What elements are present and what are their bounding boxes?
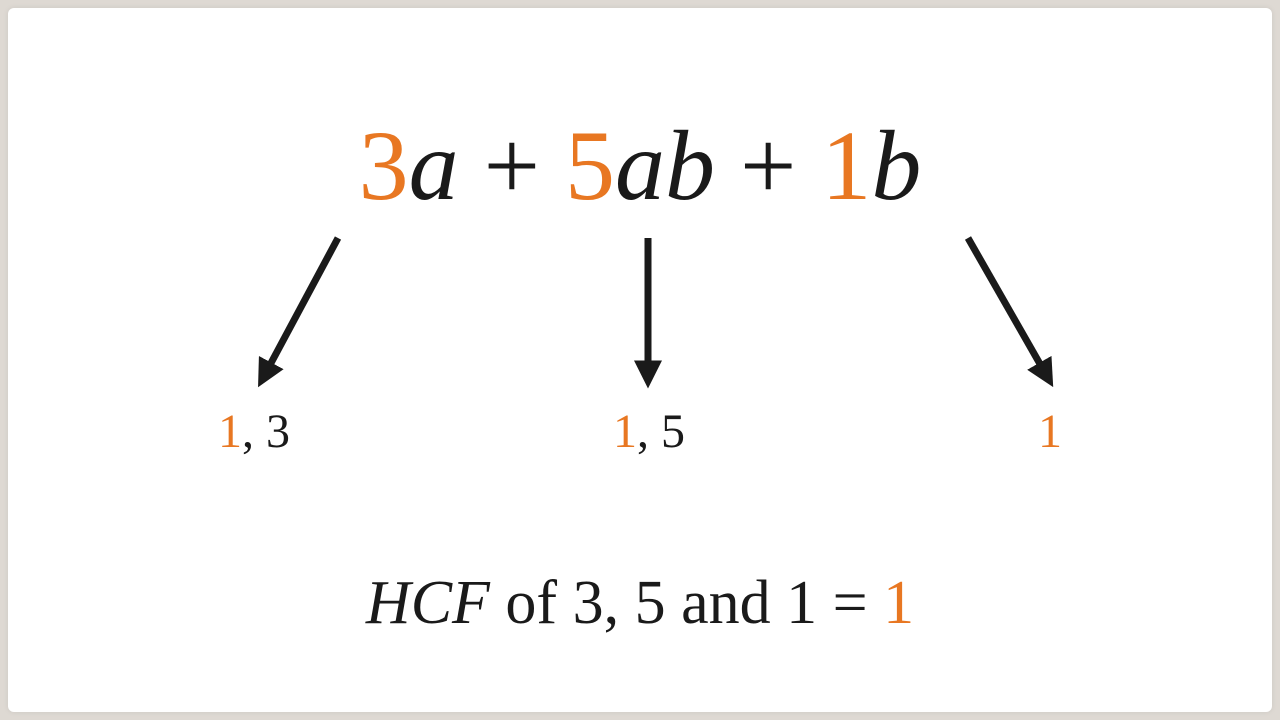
arrow-1	[263, 238, 338, 378]
plus1: +	[484, 110, 540, 221]
hcf-result: 1	[883, 569, 914, 637]
diagram-card: 3a + 5ab + 1b 1, 3 1, 5 1 HCF of 3, 5 an…	[8, 8, 1272, 712]
term1-var: a	[409, 110, 459, 221]
term3-var: b	[871, 110, 921, 221]
factors-3-hl: 1	[1038, 405, 1062, 458]
hcf-label: HCF	[366, 569, 490, 637]
factors-2-rest: , 5	[637, 405, 685, 458]
arrow-3	[968, 238, 1048, 378]
op1b	[540, 110, 565, 221]
factors-3: 1	[1038, 408, 1062, 456]
factors-1: 1, 3	[218, 408, 290, 456]
hcf-line: HCF of 3, 5 and 1 = 1	[8, 568, 1272, 639]
factors-2-hl: 1	[613, 405, 637, 458]
factors-1-hl: 1	[218, 405, 242, 458]
term2-var: ab	[615, 110, 715, 221]
op2b	[796, 110, 821, 221]
hcf-middle: of 3, 5 and 1 =	[490, 569, 883, 637]
expression-row: 3a + 5ab + 1b	[8, 108, 1272, 223]
term3-coef: 1	[821, 110, 871, 221]
term1-coef: 3	[359, 110, 409, 221]
factors-1-rest: , 3	[242, 405, 290, 458]
plus2: +	[740, 110, 796, 221]
factors-2: 1, 5	[613, 408, 685, 456]
term2-coef: 5	[565, 110, 615, 221]
